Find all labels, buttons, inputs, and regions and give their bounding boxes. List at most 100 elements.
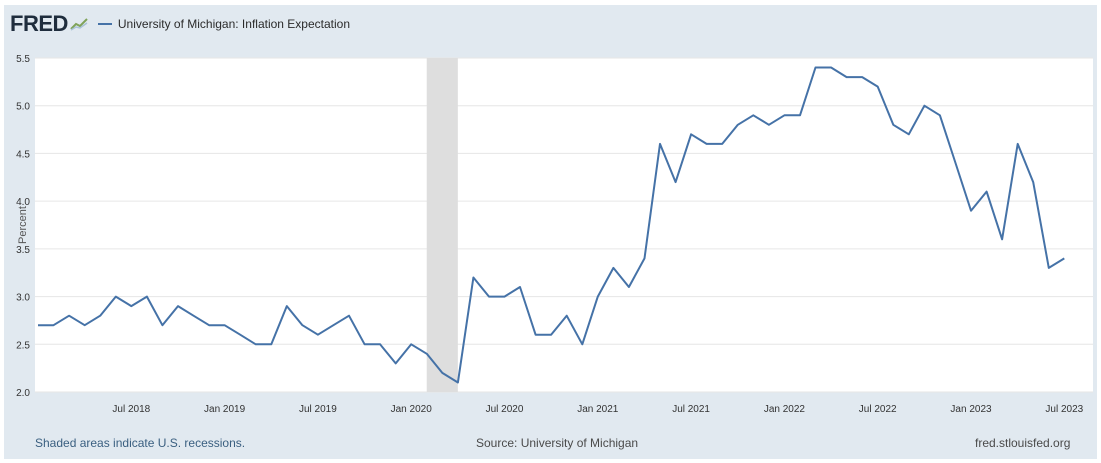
- data-point[interactable]: [984, 189, 990, 195]
- data-point[interactable]: [284, 303, 290, 309]
- data-point[interactable]: [844, 74, 850, 80]
- data-point[interactable]: [875, 84, 881, 90]
- data-point[interactable]: [237, 332, 243, 338]
- data-point[interactable]: [330, 322, 336, 328]
- data-point[interactable]: [704, 141, 710, 147]
- x-axis: Jul 2018 Jan 2019 Jul 2019 Jan 2020 Jul 2020…: [112, 404, 1083, 415]
- data-point[interactable]: [268, 341, 274, 347]
- recession-band: [426, 58, 458, 392]
- data-point[interactable]: [719, 141, 725, 147]
- data-point[interactable]: [813, 65, 819, 71]
- recession-shading: [426, 58, 458, 392]
- plot-area: [35, 58, 1093, 392]
- data-point[interactable]: [859, 74, 865, 80]
- data-point[interactable]: [517, 284, 523, 290]
- data-point[interactable]: [144, 294, 150, 300]
- data-point[interactable]: [82, 322, 88, 328]
- data-point[interactable]: [828, 65, 834, 71]
- y-tick-label: 4.5: [16, 149, 30, 160]
- data-point[interactable]: [610, 265, 616, 271]
- y-axis: 2.0 2.5 3.0 3.5 4.0 4.5 5.0 5.5: [16, 54, 30, 399]
- x-tick-label: Jan 2021: [577, 404, 619, 415]
- data-point[interactable]: [191, 313, 197, 319]
- data-point[interactable]: [781, 112, 787, 118]
- data-point[interactable]: [1061, 255, 1067, 261]
- data-point[interactable]: [253, 341, 259, 347]
- chart-header: FRED University of Michigan: Inflation E…: [10, 10, 350, 38]
- data-point[interactable]: [299, 322, 305, 328]
- data-point[interactable]: [222, 322, 228, 328]
- data-point[interactable]: [750, 112, 756, 118]
- recession-note: Shaded areas indicate U.S. recessions.: [35, 436, 246, 450]
- y-tick-label: 2.5: [16, 340, 30, 351]
- data-point[interactable]: [579, 341, 585, 347]
- data-point[interactable]: [890, 122, 896, 128]
- x-tick-label: Jan 2020: [391, 404, 433, 415]
- data-point[interactable]: [595, 294, 601, 300]
- data-point[interactable]: [66, 313, 72, 319]
- data-point[interactable]: [937, 112, 943, 118]
- data-point[interactable]: [455, 379, 461, 385]
- legend-label[interactable]: University of Michigan: Inflation Expect…: [117, 17, 351, 31]
- data-point[interactable]: [175, 303, 181, 309]
- data-point[interactable]: [766, 122, 772, 128]
- x-tick-label: Jul 2021: [672, 404, 710, 415]
- data-point[interactable]: [626, 284, 632, 290]
- data-point[interactable]: [1046, 265, 1052, 271]
- data-point[interactable]: [346, 313, 352, 319]
- y-tick-label: 5.5: [16, 54, 30, 65]
- y-axis-title: Percent: [17, 206, 29, 244]
- y-tick-label: 3.0: [16, 293, 30, 304]
- data-point[interactable]: [502, 294, 508, 300]
- data-point[interactable]: [641, 255, 647, 261]
- y-axis-title-group: Percent: [17, 206, 29, 244]
- grid-lines: [35, 57, 1093, 393]
- data-point[interactable]: [999, 236, 1005, 242]
- data-point[interactable]: [128, 303, 134, 309]
- data-point[interactable]: [688, 131, 694, 137]
- data-point[interactable]: [1015, 141, 1021, 147]
- y-tick-label: 2.0: [16, 388, 30, 399]
- data-point[interactable]: [906, 131, 912, 137]
- data-point[interactable]: [564, 313, 570, 319]
- data-point[interactable]: [424, 351, 430, 357]
- x-tick-label: Jul 2023: [1045, 404, 1083, 415]
- data-point[interactable]: [470, 274, 476, 280]
- series-line[interactable]: [38, 66, 1065, 384]
- fred-logo[interactable]: FRED: [10, 11, 68, 36]
- x-tick-label: Jan 2019: [204, 404, 246, 415]
- data-point[interactable]: [315, 332, 321, 338]
- data-point[interactable]: [657, 141, 663, 147]
- data-point[interactable]: [673, 179, 679, 185]
- data-point[interactable]: [362, 341, 368, 347]
- fred-graph-icon: [70, 18, 88, 31]
- x-tick-label: Jul 2018: [112, 404, 150, 415]
- data-point[interactable]: [35, 322, 41, 328]
- data-point[interactable]: [735, 122, 741, 128]
- data-point[interactable]: [968, 208, 974, 214]
- data-point[interactable]: [486, 294, 492, 300]
- data-point[interactable]: [797, 112, 803, 118]
- data-point[interactable]: [51, 322, 57, 328]
- data-point[interactable]: [921, 103, 927, 109]
- x-tick-label: Jan 2022: [764, 404, 806, 415]
- data-point[interactable]: [533, 332, 539, 338]
- data-point[interactable]: [206, 322, 212, 328]
- data-point[interactable]: [377, 341, 383, 347]
- data-point[interactable]: [439, 370, 445, 376]
- site-link[interactable]: fred.stlouisfed.org: [975, 436, 1071, 450]
- y-tick-label: 3.5: [16, 245, 30, 256]
- data-point[interactable]: [159, 322, 165, 328]
- x-tick-label: Jan 2023: [950, 404, 992, 415]
- y-tick-label: 5.0: [16, 102, 30, 113]
- data-point[interactable]: [548, 332, 554, 338]
- data-point[interactable]: [408, 341, 414, 347]
- data-point[interactable]: [1030, 179, 1036, 185]
- data-point[interactable]: [113, 294, 119, 300]
- data-point[interactable]: [97, 313, 103, 319]
- data-point[interactable]: [393, 360, 399, 366]
- data-point[interactable]: [952, 160, 958, 166]
- x-tick-label: Jul 2019: [299, 404, 337, 415]
- x-tick-label: Jul 2020: [486, 404, 524, 415]
